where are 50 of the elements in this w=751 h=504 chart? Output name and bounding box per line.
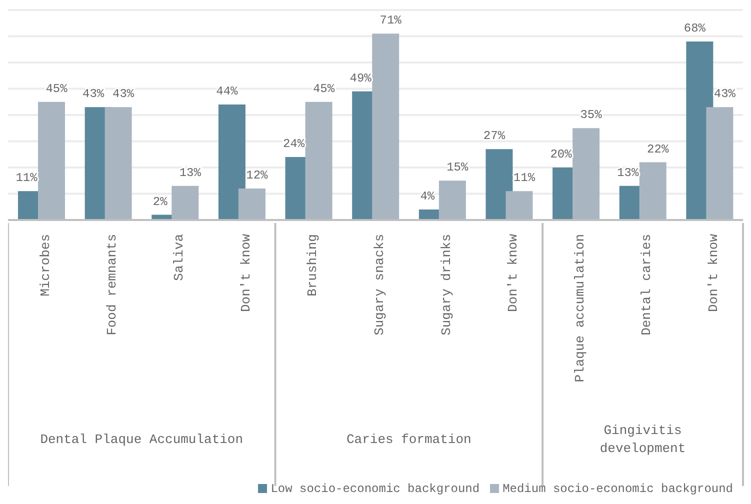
- x-tick-label: Saliva: [171, 234, 186, 281]
- x-tick-label: Brushing: [305, 234, 320, 296]
- x-tick-label: Dental caries: [639, 234, 654, 336]
- x-tick-label: Plaque accumulation: [572, 234, 588, 382]
- x-tick-label: Don't know: [506, 234, 521, 312]
- data-label: 13%: [617, 166, 640, 180]
- x-tick-label: Sugary drinks: [438, 234, 454, 336]
- data-label: 71%: [380, 14, 402, 28]
- data-label: 35%: [580, 108, 603, 122]
- data-label: 24%: [282, 137, 306, 151]
- data-label: 45%: [46, 82, 68, 96]
- data-label: 43%: [82, 87, 105, 102]
- data-label: 20%: [550, 148, 573, 162]
- data-label: 43%: [112, 87, 135, 102]
- bar: [438, 180, 466, 220]
- data-label: 11%: [16, 171, 38, 186]
- data-label: 11%: [513, 171, 536, 186]
- x-tick-label: Microbes: [38, 234, 53, 296]
- bar: [238, 188, 266, 220]
- bar: [506, 191, 533, 220]
- bar: [372, 34, 400, 220]
- data-label: 15%: [446, 160, 470, 175]
- data-label: 12%: [246, 168, 269, 182]
- bar: [104, 107, 132, 220]
- data-label: 49%: [350, 71, 372, 86]
- data-label: 27%: [483, 129, 506, 144]
- data-label: 44%: [216, 84, 239, 98]
- data-label: 2%: [152, 194, 168, 209]
- x-tick-label: Don't know: [238, 234, 254, 312]
- legend-label: Medium socio-economic background: [502, 482, 733, 496]
- data-label: 43%: [714, 87, 736, 102]
- bar: [572, 128, 600, 220]
- bar: [172, 186, 199, 220]
- bar: [38, 102, 65, 220]
- bar: [305, 102, 332, 220]
- x-tick-label: Sugary snacks: [372, 234, 387, 336]
- bar: [218, 104, 246, 220]
- text: Dental Plaque Accumulation: [40, 432, 244, 447]
- x-tick-label: Don't know: [706, 234, 722, 312]
- bar: [706, 107, 734, 220]
- data-label: 68%: [684, 22, 706, 36]
- data-label: 4%: [420, 190, 436, 204]
- x-tick-label: Food remnants: [104, 234, 120, 336]
- legend-label: Low socio-economic background: [270, 482, 480, 496]
- bar: [639, 162, 666, 220]
- data-label: 45%: [312, 82, 336, 96]
- text: Caries formation: [346, 432, 472, 447]
- data-label: 22%: [647, 142, 670, 156]
- text: Gingivitis development: [600, 423, 686, 456]
- data-label: 13%: [179, 166, 202, 180]
